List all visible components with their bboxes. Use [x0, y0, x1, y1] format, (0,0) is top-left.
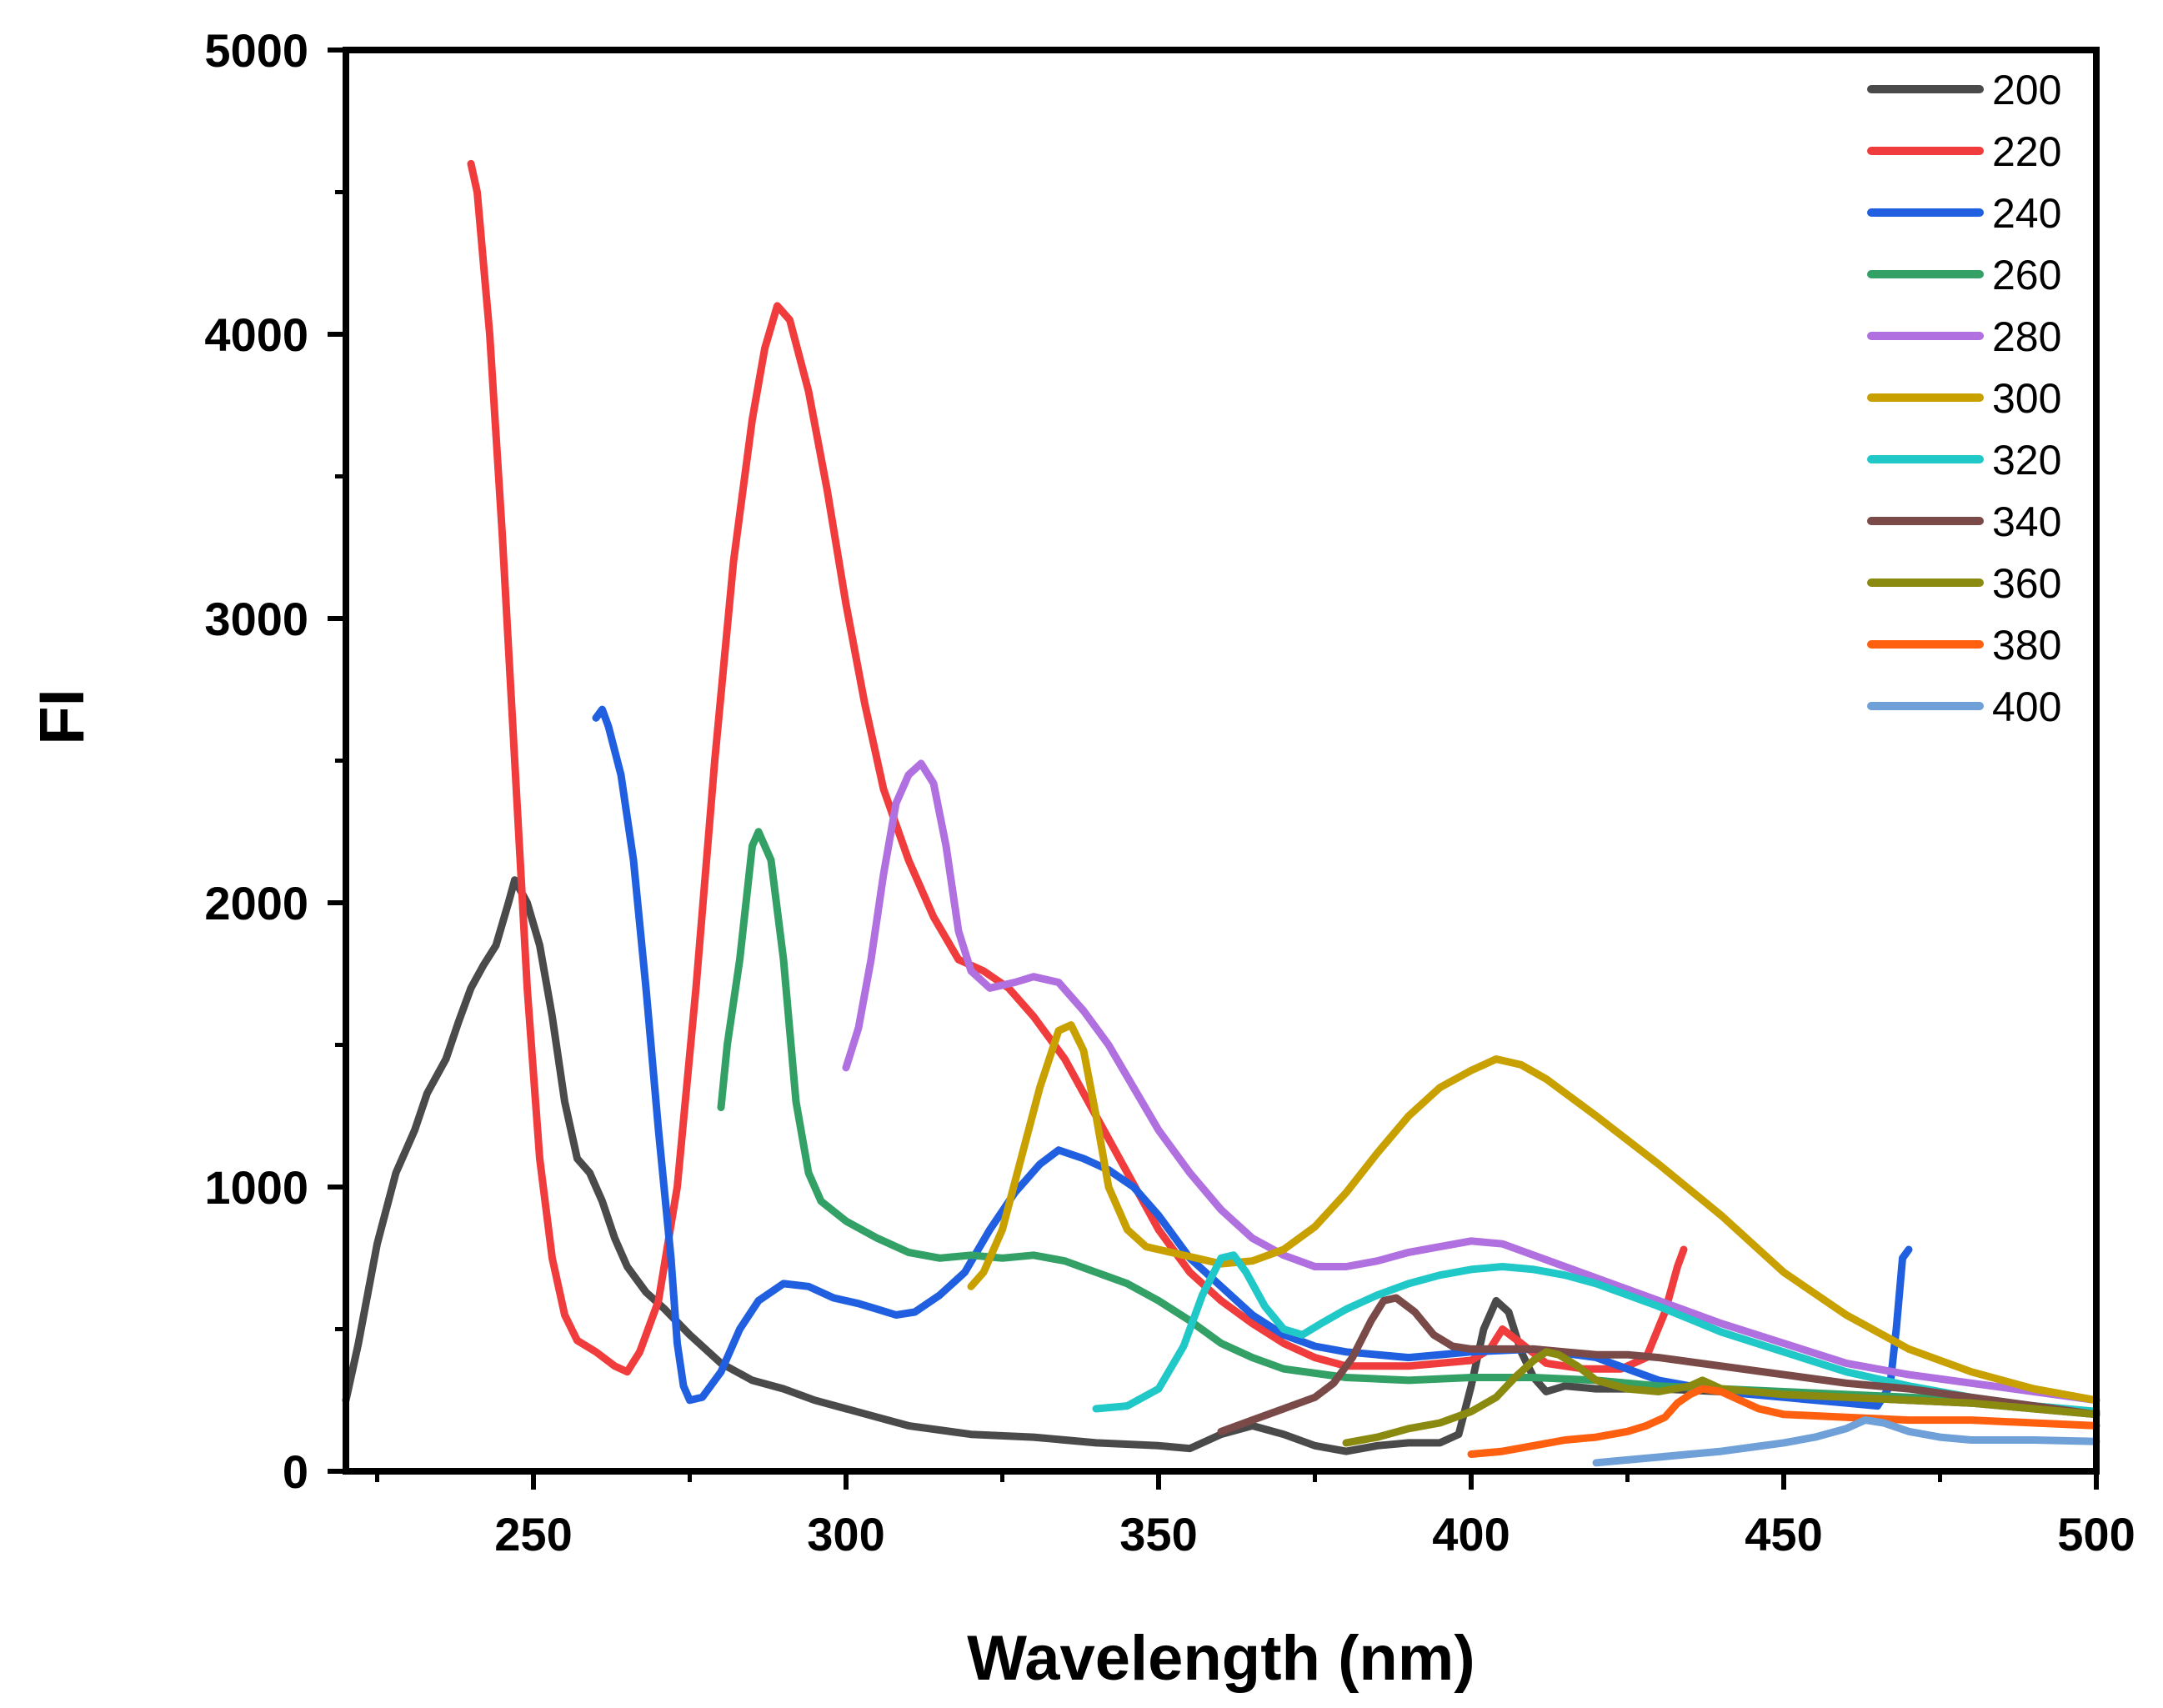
- y-tick-label-1000: 1000: [204, 1161, 308, 1214]
- legend-label-400: 400: [1992, 684, 2061, 730]
- series-line-360: [1342, 1348, 2100, 1447]
- legend-label-340: 340: [1992, 498, 2061, 545]
- series-line-320: [1092, 1251, 2100, 1415]
- legend-label-240: 240: [1992, 190, 2061, 237]
- legend-label-200: 200: [1992, 67, 2061, 113]
- y-tick-label-3000: 3000: [204, 593, 308, 645]
- series-line-400: [1592, 1416, 2100, 1467]
- legend-label-360: 360: [1992, 560, 2061, 607]
- y-tick-label-2000: 2000: [204, 877, 308, 929]
- legend-label-300: 300: [1992, 375, 2061, 422]
- plot-frame: [343, 47, 2100, 1475]
- legend: 200 220 240 260 280 300 320 340 360 380 400: [1867, 67, 2061, 730]
- series-line-340: [1217, 1294, 2100, 1435]
- y-tick-label-5000: 5000: [204, 24, 308, 77]
- series-line-200: [342, 876, 2100, 1455]
- series-line-220: [467, 159, 1688, 1376]
- x-tick-label-300: 300: [807, 1508, 884, 1560]
- legend-label-220: 220: [1992, 128, 2061, 175]
- x-tick-label-250: 250: [494, 1508, 572, 1560]
- y-tick-label-0: 0: [283, 1445, 308, 1498]
- series-line-280: [842, 759, 2100, 1405]
- y-tick-label-4000: 4000: [204, 308, 308, 361]
- x-tick-label-400: 400: [1432, 1508, 1510, 1560]
- y-axis-title: FI: [27, 689, 98, 745]
- series-layer: [342, 159, 2100, 1467]
- x-tick-label-450: 450: [1745, 1508, 1822, 1560]
- series-line-300: [967, 1021, 2100, 1405]
- legend-label-380: 380: [1992, 622, 2061, 669]
- x-axis-title: Wavelength (nm): [967, 1623, 1475, 1694]
- legend-label-260: 260: [1992, 252, 2061, 298]
- series-line-380: [1467, 1385, 2100, 1458]
- x-tick-label-350: 350: [1119, 1508, 1197, 1560]
- x-tick-label-500: 500: [2057, 1508, 2135, 1560]
- legend-label-320: 320: [1992, 437, 2061, 483]
- legend-label-280: 280: [1992, 313, 2061, 360]
